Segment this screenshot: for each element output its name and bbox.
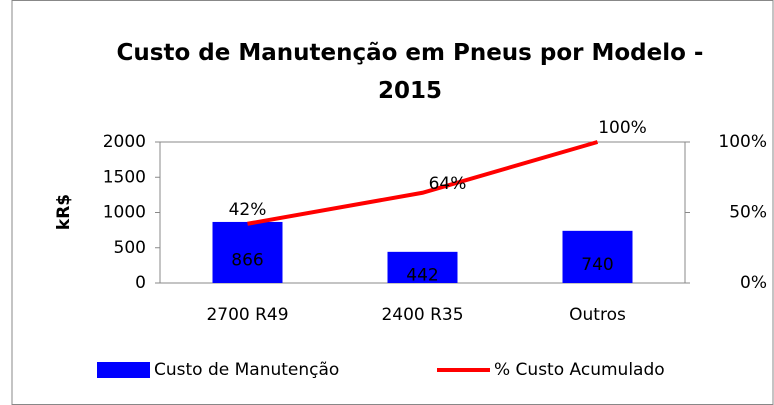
bar [387, 251, 458, 283]
bar [562, 230, 633, 283]
bar [212, 221, 283, 283]
bar-value-label: 442 [406, 265, 438, 285]
y-tick-label: 2000 [103, 132, 146, 152]
line [247, 140, 599, 226]
line-value-label: 100% [598, 118, 647, 138]
y2-tick-label: 100% [718, 132, 767, 152]
y2-tick-label: 0% [740, 273, 767, 293]
line-value-label: 42% [229, 200, 267, 220]
bar-value-label: 866 [231, 250, 263, 270]
x-tick-label: 2400 R35 [381, 305, 463, 325]
y-tick-label: 500 [114, 238, 146, 258]
legend-label: % Custo Acumulado [494, 360, 665, 380]
y-tick-label: 1000 [103, 203, 146, 223]
y-tick-label: 1500 [103, 167, 146, 187]
y2-tick-label: 50% [729, 203, 767, 223]
line-value-label: 64% [429, 174, 467, 194]
y-tick-label: 0 [135, 273, 146, 293]
x-tick-label: 2700 R49 [206, 305, 288, 325]
x-tick-label: Outros [569, 305, 626, 325]
legend-swatch [97, 362, 150, 378]
bar-value-label: 740 [581, 255, 613, 275]
chart-title: Custo de Manutenção em Pneus por Modelo … [116, 40, 704, 104]
y-axis-label: kR$ [54, 194, 74, 230]
legend-label: Custo de Manutenção [154, 360, 339, 380]
